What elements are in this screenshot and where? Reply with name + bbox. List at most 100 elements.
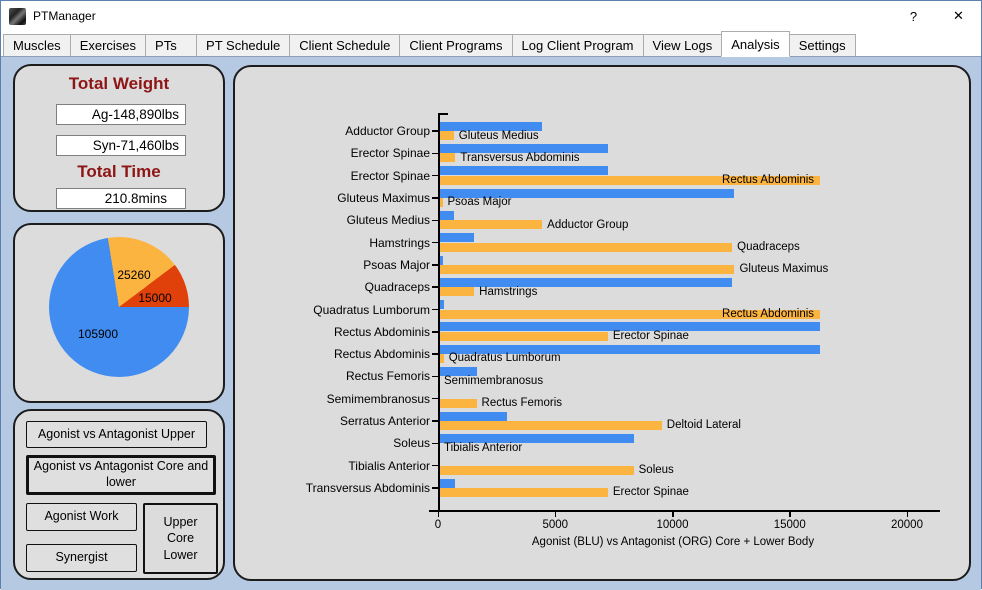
category-label: Adductor Group	[345, 124, 430, 139]
antagonist-bar	[439, 220, 543, 230]
bar-row: Rectus Abdominis Erector Spinae	[241, 321, 967, 343]
tab-pts[interactable]: PTs	[145, 34, 198, 56]
bar-row: Hamstrings Quadraceps	[241, 231, 967, 253]
category-label: Tibialis Anterior	[348, 458, 430, 473]
antagonist-label: Quadraceps	[737, 240, 800, 253]
agonist-bar	[439, 478, 456, 488]
antagonist-label: Hamstrings	[479, 285, 538, 298]
bar-row: Rectus Abdominis Quadratus Lumborum	[241, 343, 967, 365]
antagonist-label: Soleus	[638, 463, 674, 476]
agonist-bar	[439, 344, 821, 354]
category-tick	[432, 197, 438, 199]
tab-pt-schedule[interactable]: PT Schedule	[196, 34, 291, 56]
bar-chart-rows: Adductor Group Gluteus Medius Erector Spin…	[241, 120, 967, 499]
pie-slice-value: 25260	[117, 268, 151, 282]
bar-row: Serratus Anterior Deltoid Lateral	[241, 410, 967, 432]
antagonist-bar	[439, 153, 456, 163]
bar-pair: Hamstrings	[438, 276, 967, 298]
category-label: Erector Spinae	[350, 168, 430, 183]
bar-pair: Transversus Abdominis	[438, 142, 967, 164]
x-tick-mark	[789, 512, 791, 517]
agonist-vs-antagonist-core-lower-button[interactable]: Agonist vs Antagonist Core and lower	[26, 455, 216, 495]
synergist-button[interactable]: Synergist	[26, 544, 137, 572]
agonist-bar	[439, 210, 454, 220]
x-tick-label: 0	[434, 519, 442, 531]
close-button[interactable]: ✕	[953, 8, 964, 23]
agonist-vs-antagonist-upper-button[interactable]: Agonist vs Antagonist Upper	[26, 421, 207, 448]
x-tick-mark	[906, 512, 908, 517]
tab-view-logs[interactable]: View Logs	[642, 34, 723, 56]
agonist-bar	[439, 322, 821, 332]
x-tick-mark	[437, 512, 439, 517]
category-label: Quadraceps	[364, 280, 430, 295]
antagonist-bar	[439, 309, 821, 319]
help-button[interactable]: ?	[909, 8, 918, 24]
category-label: Semimembranosus	[326, 391, 430, 406]
category-tick	[432, 174, 438, 177]
antagonist-label: Quadratus Lumborum	[448, 352, 561, 365]
tab-analysis[interactable]: Analysis	[721, 31, 790, 57]
agonist-work-button[interactable]: Agonist Work	[26, 503, 137, 531]
bar-pair: Gluteus Medius	[438, 120, 967, 142]
x-tick-label: 5000	[542, 519, 569, 531]
tab-exercises[interactable]: Exercises	[69, 34, 147, 56]
bar-row: Gluteus Maximus Psoas Major	[241, 187, 967, 209]
agonist-bar	[439, 144, 608, 154]
antagonist-bar	[439, 465, 634, 475]
total-time-heading: Total Time	[77, 162, 161, 181]
pie-chart-panel: 105900 25260 15000	[13, 223, 225, 403]
x-axis-line	[429, 510, 940, 512]
antagonist-bar	[439, 354, 444, 364]
pie-slice-value: 105900	[77, 327, 119, 341]
window-title: PTManager	[33, 9, 96, 23]
x-tick-mark	[672, 512, 674, 517]
category-tick	[432, 464, 438, 467]
antagonist-label: Rectus Abdominis	[722, 307, 815, 320]
bar-pair: Quadraceps	[438, 231, 967, 253]
category-tick	[432, 375, 438, 378]
y-axis-line	[438, 113, 440, 511]
antagonist-label: Gluteus Maximus	[739, 263, 829, 276]
bar-row: Erector Spinae Transversus Abdominis	[241, 142, 967, 164]
pie-slice-value: 15000	[138, 291, 172, 305]
antagonist-bar	[439, 131, 454, 141]
bar-row: Gluteus Medius Adductor Group	[241, 209, 967, 231]
antagonist-label: Erector Spinae	[612, 486, 689, 499]
antagonist-bar	[439, 487, 608, 497]
category-label: Rectus Abdominis	[333, 347, 430, 362]
antagonist-bar	[439, 331, 608, 341]
category-tick	[432, 308, 438, 311]
category-tick	[432, 420, 438, 422]
category-tick	[432, 487, 438, 489]
bar-row: Quadraceps Hamstrings	[241, 276, 967, 298]
bar-pair: Erector Spinae	[438, 477, 967, 499]
tab-settings[interactable]: Settings	[788, 34, 856, 56]
tab-client-schedule[interactable]: Client Schedule	[289, 34, 401, 56]
agonist-bar	[439, 411, 507, 421]
category-label: Erector Spinae	[350, 146, 430, 161]
bar-row: Psoas Major Gluteus Maximus	[241, 254, 967, 276]
category-label: Gluteus Medius	[346, 213, 430, 228]
bar-pair: Erector Spinae	[438, 321, 967, 343]
bar-pair: Deltoid Lateral	[438, 410, 967, 432]
upper-core-lower-box: Upper Core Lower	[143, 503, 218, 574]
bar-pair: Rectus Abdominis	[438, 165, 967, 187]
analysis-buttons-panel: Agonist vs Antagonist Upper Agonist vs A…	[13, 409, 225, 580]
tab-log-client-program[interactable]: Log Client Program	[511, 34, 644, 56]
category-tick	[432, 264, 438, 266]
antagonist-label: Rectus Abdominis	[722, 174, 815, 187]
antagonist-bar	[439, 242, 733, 252]
tab-muscles[interactable]: Muscles	[3, 34, 71, 56]
bar-pair: Rectus Abdominis	[438, 298, 967, 320]
x-axis-title: Agonist (BLU) vs Antagonist (ORG) Core +…	[531, 536, 815, 548]
x-tick-label: 15000	[773, 519, 806, 531]
agonist-bar	[439, 233, 475, 243]
analysis-tab-page: Total Weight Ag-148,890lbs Syn-71,460lbs…	[1, 57, 981, 590]
antagonist-bar	[439, 175, 821, 185]
bar-row: Erector Spinae Rectus Abdominis	[241, 165, 967, 187]
antagonist-label: Deltoid Lateral	[666, 419, 741, 432]
bar-row: Quadratus Lumborum Rectus Abdominis	[241, 298, 967, 320]
tab-client-programs[interactable]: Client Programs	[399, 34, 513, 56]
mode-box-line: Lower	[163, 547, 198, 562]
